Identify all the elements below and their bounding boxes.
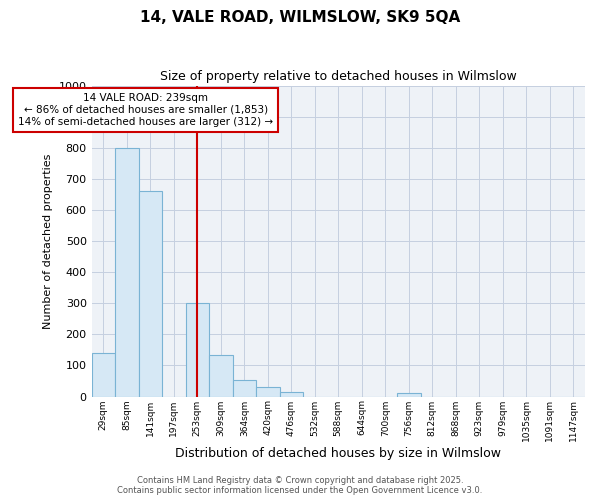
Text: 14, VALE ROAD, WILMSLOW, SK9 5QA: 14, VALE ROAD, WILMSLOW, SK9 5QA (140, 10, 460, 25)
Bar (139, 192, 162, 396)
Bar (397, 394, 421, 396)
Bar (115, 148, 139, 396)
Bar (280, 392, 303, 396)
Bar (256, 387, 280, 396)
Bar (92, 353, 115, 397)
Bar (233, 380, 256, 396)
Text: 14 VALE ROAD: 239sqm
← 86% of detached houses are smaller (1,853)
14% of semi-de: 14 VALE ROAD: 239sqm ← 86% of detached h… (18, 94, 273, 126)
Title: Size of property relative to detached houses in Wilmslow: Size of property relative to detached ho… (160, 70, 517, 83)
Y-axis label: Number of detached properties: Number of detached properties (43, 154, 53, 328)
Text: Contains HM Land Registry data © Crown copyright and database right 2025.
Contai: Contains HM Land Registry data © Crown c… (118, 476, 482, 495)
X-axis label: Distribution of detached houses by size in Wilmslow: Distribution of detached houses by size … (175, 447, 501, 460)
Bar (209, 354, 233, 397)
Bar (185, 303, 209, 396)
